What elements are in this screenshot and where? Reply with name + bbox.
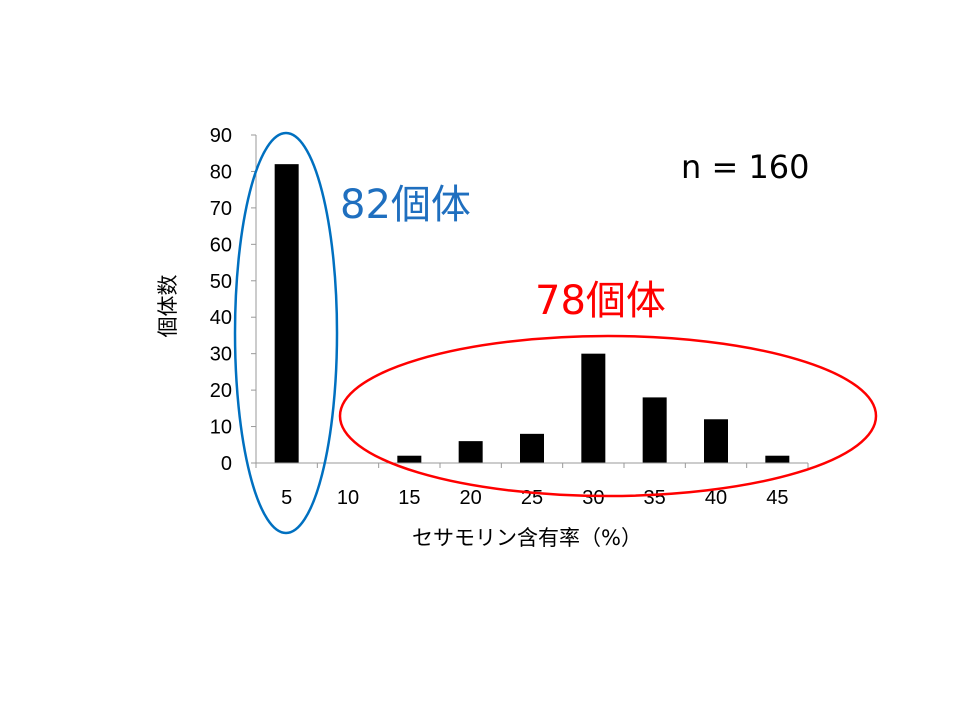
sample-size-label: n = 160 — [681, 148, 810, 186]
y-tick-label: 20 — [210, 380, 232, 402]
y-tick-label: 60 — [210, 234, 232, 256]
x-tick-label: 45 — [766, 487, 788, 509]
x-tick-label: 25 — [521, 487, 543, 509]
y-tick-label: 10 — [210, 417, 232, 439]
bars — [274, 164, 790, 463]
bar-25 — [520, 433, 544, 463]
bar-20 — [458, 441, 483, 463]
low-group-ellipse — [233, 131, 339, 535]
low-group-label: 82個体 — [340, 182, 471, 228]
x-axis-ticks: 5 10 15 20 25 30 35 40 45 — [255, 463, 809, 509]
bar-35 — [642, 397, 667, 463]
y-tick-label: 80 — [210, 161, 232, 183]
y-tick-label: 90 — [210, 125, 232, 147]
y-tick-label: 70 — [210, 198, 232, 220]
bar-5 — [274, 164, 299, 463]
y-axis-title: 個体数 — [156, 275, 180, 338]
x-tick-label: 35 — [644, 487, 666, 509]
bar-45 — [765, 455, 790, 463]
x-axis-title: セサモリン含有率（%） — [412, 526, 642, 550]
x-tick-label: 40 — [705, 487, 727, 509]
x-tick-label: 15 — [398, 487, 420, 509]
x-tick-label: 30 — [582, 487, 604, 509]
bar-40 — [704, 419, 728, 463]
high-group-label: 78個体 — [535, 278, 666, 324]
x-tick-label: 5 — [281, 487, 292, 509]
bar-30 — [581, 353, 606, 463]
y-tick-label: 0 — [221, 453, 232, 475]
y-axis-ticks: 0 10 20 30 40 50 60 70 80 90 — [210, 125, 256, 475]
y-tick-label: 30 — [210, 344, 232, 366]
x-tick-label: 20 — [460, 487, 482, 509]
bar-15 — [397, 455, 422, 463]
y-tick-label: 50 — [210, 271, 232, 293]
high-group-ellipse — [338, 334, 878, 498]
y-tick-label: 40 — [210, 307, 232, 329]
x-tick-label: 10 — [337, 487, 359, 509]
